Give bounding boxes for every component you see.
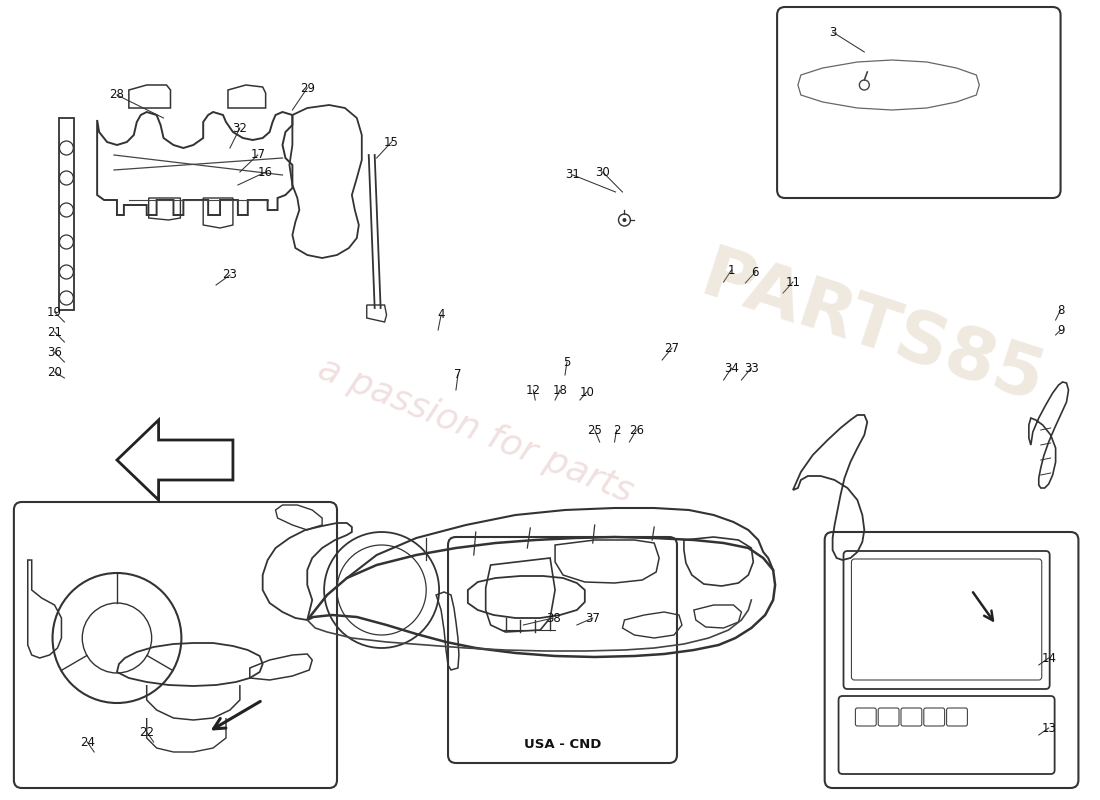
Text: 17: 17 xyxy=(250,149,265,162)
Text: 5: 5 xyxy=(563,355,571,369)
Text: 12: 12 xyxy=(526,383,541,397)
Text: 14: 14 xyxy=(1042,651,1056,665)
Text: 22: 22 xyxy=(140,726,154,738)
Text: 37: 37 xyxy=(585,611,601,625)
Text: 4: 4 xyxy=(438,309,444,322)
Text: 23: 23 xyxy=(222,269,238,282)
Text: 16: 16 xyxy=(258,166,273,178)
Text: 21: 21 xyxy=(47,326,62,338)
Text: 38: 38 xyxy=(546,611,561,625)
Text: 34: 34 xyxy=(724,362,739,374)
Text: 29: 29 xyxy=(300,82,315,94)
Text: 10: 10 xyxy=(580,386,594,398)
Text: 19: 19 xyxy=(47,306,62,318)
Text: 13: 13 xyxy=(1042,722,1056,734)
Text: 28: 28 xyxy=(110,89,124,102)
Text: 2: 2 xyxy=(613,423,620,437)
Text: 26: 26 xyxy=(629,423,644,437)
Text: 8: 8 xyxy=(1057,303,1065,317)
Text: 31: 31 xyxy=(565,169,581,182)
Text: 9: 9 xyxy=(1057,323,1065,337)
Text: 6: 6 xyxy=(751,266,759,278)
Text: 11: 11 xyxy=(785,275,801,289)
Text: 15: 15 xyxy=(384,135,399,149)
Text: 7: 7 xyxy=(454,369,462,382)
Text: a passion for parts: a passion for parts xyxy=(314,351,638,509)
Text: 20: 20 xyxy=(47,366,62,378)
Text: 32: 32 xyxy=(232,122,248,134)
Text: USA - CND: USA - CND xyxy=(525,738,602,751)
Text: 36: 36 xyxy=(47,346,62,358)
Text: 25: 25 xyxy=(587,423,602,437)
Text: 30: 30 xyxy=(595,166,610,178)
Text: 33: 33 xyxy=(744,362,759,374)
Text: 18: 18 xyxy=(552,383,568,397)
Text: 3: 3 xyxy=(829,26,836,38)
Text: 27: 27 xyxy=(664,342,680,354)
Text: 24: 24 xyxy=(79,735,95,749)
Text: 1: 1 xyxy=(728,263,735,277)
Circle shape xyxy=(623,218,626,222)
Text: PARTS85: PARTS85 xyxy=(692,242,1053,418)
